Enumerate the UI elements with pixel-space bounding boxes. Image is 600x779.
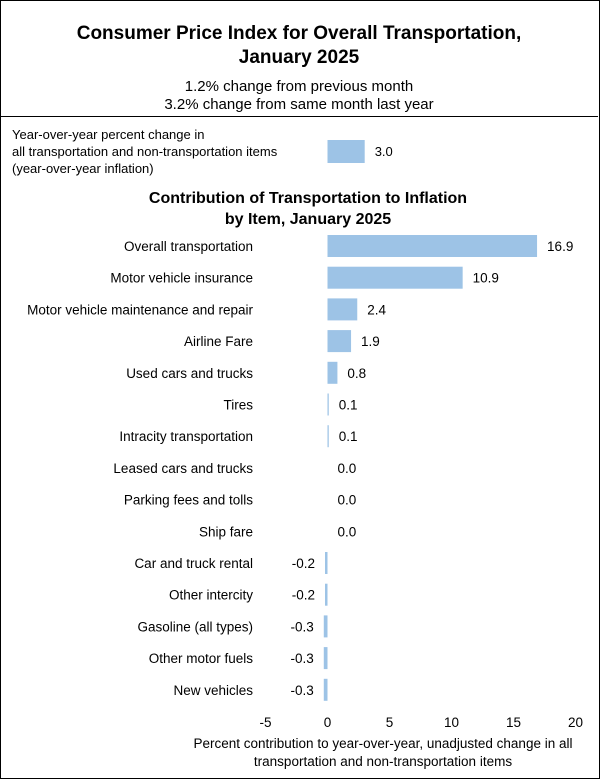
category-label: Parking fees and tolls: [124, 493, 253, 508]
bar: [327, 425, 329, 448]
x-tick-label: 5: [386, 715, 394, 730]
bar-value-label: 0.1: [339, 398, 358, 413]
bar-value-label: 0.8: [347, 366, 366, 381]
bar: [323, 678, 328, 701]
bar-value-label: 0.1: [339, 429, 358, 444]
category-label: Overall transportation: [124, 239, 253, 254]
category-label: Airline Fare: [184, 334, 253, 349]
bar: [327, 266, 463, 289]
bar: [325, 552, 328, 574]
bar-value-label: 0.0: [338, 461, 357, 476]
bar: [327, 330, 352, 353]
bar-value-label: 10.9: [473, 271, 499, 286]
x-axis-label-line: transportation and non-transportation it…: [254, 754, 512, 769]
bar: [327, 361, 338, 384]
category-label: Leased cars and trucks: [113, 461, 253, 476]
bar: [327, 393, 329, 416]
bar-value-label: 16.9: [547, 239, 573, 254]
bar: [323, 647, 328, 670]
bar-value-label: -0.3: [291, 651, 314, 666]
bar: [327, 235, 538, 257]
category-label: Ship fare: [199, 524, 253, 539]
x-tick-label: 15: [506, 715, 521, 730]
bar-value-label: -0.2: [292, 588, 315, 603]
category-label: Intracity transportation: [119, 429, 253, 444]
bar-value-label: 0.0: [338, 524, 357, 539]
summary-bar-value: 3.0: [375, 144, 393, 159]
category-label: Gasoline (all types): [137, 619, 253, 634]
bar-value-label: 1.9: [361, 334, 380, 349]
x-tick-label: -5: [259, 715, 271, 730]
summary-bar: [327, 140, 365, 163]
monthly-change-text: 1.2% change from previous month: [184, 78, 414, 95]
x-tick-label: 0: [324, 715, 332, 730]
summary-label-line: Year-over-year percent change in: [12, 127, 204, 142]
bar-value-label: -0.2: [292, 556, 315, 571]
chart-subtitle-line: Contribution of Transportation to Inflat…: [149, 190, 467, 207]
chart-subtitle-line: by Item, January 2025: [225, 211, 391, 228]
bar: [327, 298, 358, 321]
x-tick-label: 10: [444, 715, 459, 730]
category-label: Tires: [224, 398, 254, 413]
category-label: New vehicles: [173, 683, 253, 698]
chart-header: Consumer Price Index for Overall Transpo…: [0, 0, 598, 117]
summary-label-line: (year-over-year inflation): [12, 161, 154, 176]
bar-value-label: 0.0: [338, 493, 357, 508]
summary-label-line: all transportation and non-transportatio…: [12, 144, 278, 159]
chart-title: Consumer Price Index for Overall Transpo…: [76, 23, 522, 68]
category-label: Used cars and trucks: [126, 366, 253, 381]
x-axis-label-line: Percent contribution to year-over-year, …: [194, 736, 573, 751]
bar-value-label: 2.4: [367, 302, 386, 317]
bar-value-label: -0.3: [291, 683, 314, 698]
bar-value-label: -0.3: [291, 619, 314, 634]
yearly-change-text: 3.2% change from same month last year: [164, 96, 434, 113]
category-label: Other motor fuels: [149, 651, 254, 666]
category-label: Motor vehicle insurance: [110, 271, 253, 286]
bar: [323, 615, 328, 638]
category-label: Car and truck rental: [134, 556, 253, 571]
x-tick-label: 20: [568, 715, 583, 730]
bar: [325, 583, 328, 606]
category-label: Other intercity: [169, 588, 253, 603]
category-label: Motor vehicle maintenance and repair: [27, 302, 253, 317]
